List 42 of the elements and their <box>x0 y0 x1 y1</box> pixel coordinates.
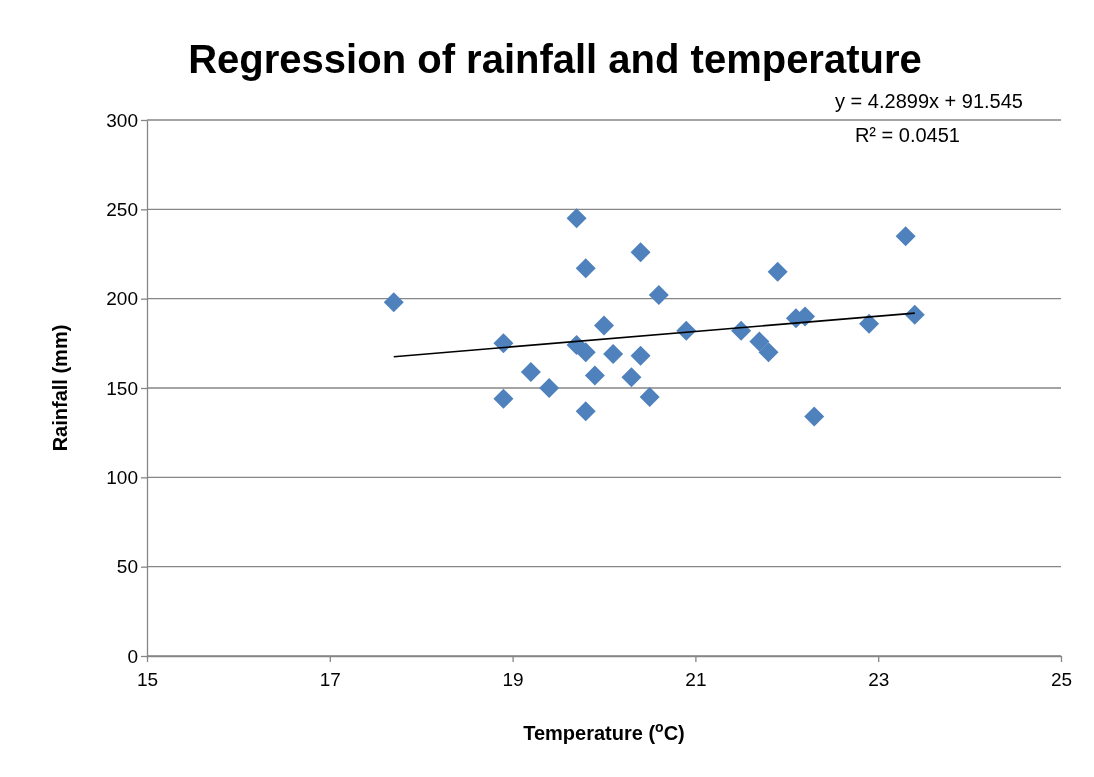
point <box>493 333 514 354</box>
point <box>575 258 596 279</box>
point <box>621 367 642 388</box>
y-tick-label: 300 <box>106 109 138 131</box>
point <box>859 313 880 334</box>
x-tick-label: 25 <box>1050 668 1073 690</box>
point <box>584 365 605 386</box>
point <box>648 285 669 306</box>
point <box>520 361 541 382</box>
point <box>639 386 660 407</box>
y-tick-label: 100 <box>106 466 138 488</box>
point <box>804 406 825 427</box>
y-tick-label: 0 <box>127 645 138 667</box>
x-tick-label: 23 <box>868 668 890 690</box>
y-tick-label: 200 <box>106 288 138 310</box>
point <box>575 401 596 422</box>
point <box>594 315 614 336</box>
point <box>630 242 651 263</box>
chart-title: Regression of rainfall and temperature <box>188 37 922 81</box>
annotation: R² = 0.0451 <box>854 124 960 146</box>
point <box>758 342 779 363</box>
point <box>566 208 587 229</box>
x-axis-title: Temperature ($^{o}$C) <box>523 719 685 744</box>
x-tick-label: 21 <box>685 668 707 690</box>
y-tick-label: 250 <box>106 198 138 220</box>
point <box>904 304 925 325</box>
x-tick-label: 17 <box>319 668 341 690</box>
point <box>493 388 514 409</box>
x-tick-label: 19 <box>502 668 524 690</box>
point <box>767 261 788 282</box>
point <box>539 378 560 398</box>
y-axis-title: Rainfall (mm) <box>49 324 71 452</box>
x-tick-label: 15 <box>136 668 159 690</box>
point <box>603 344 624 365</box>
y-tick-label: 50 <box>116 556 138 578</box>
point <box>749 331 770 352</box>
point <box>630 345 651 366</box>
y-tick-label: 150 <box>106 377 138 399</box>
point <box>383 292 404 313</box>
point <box>895 226 916 247</box>
point <box>575 342 596 363</box>
text: y = 4.2899x + 91.545 <box>835 90 1023 112</box>
